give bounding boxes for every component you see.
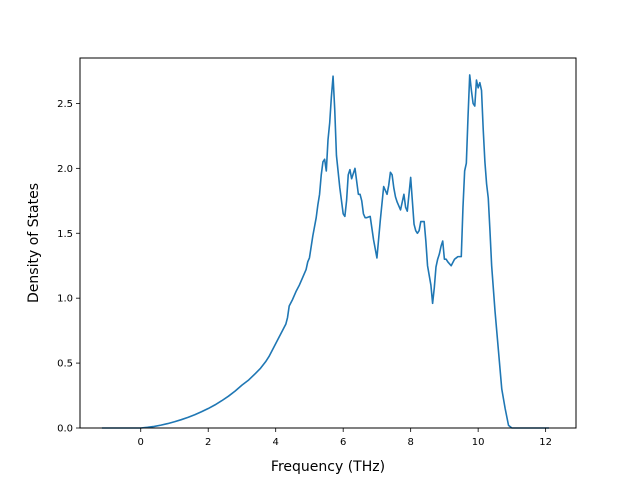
y-tick-label: 0.5 [57, 359, 73, 370]
y-tick-label: 2.5 [57, 99, 73, 110]
x-tick-label: 10 [472, 437, 485, 448]
x-tick-label: 0 [138, 437, 144, 448]
y-axis-label: Density of States [26, 183, 42, 303]
y-axis-ticks: 0.0 0.5 1.0 1.5 2.0 2.5 [57, 99, 80, 435]
x-tick-label: 6 [340, 437, 346, 448]
plot-area [101, 74, 550, 429]
y-tick-label: 2.0 [57, 164, 73, 175]
axes-frame [79, 57, 577, 429]
x-tick-label: 8 [407, 437, 413, 448]
x-axis-label: Frequency (THz) [271, 459, 385, 475]
x-axis-ticks: 0 2 4 6 8 10 12 [138, 428, 552, 448]
y-tick-label: 1.0 [57, 294, 73, 305]
y-tick-label: 1.5 [57, 229, 73, 240]
y-tick-label: 0.0 [57, 424, 73, 435]
x-tick-label: 4 [273, 437, 279, 448]
x-tick-label: 12 [539, 437, 552, 448]
dos-series-line [101, 74, 550, 429]
x-tick-label: 2 [205, 437, 211, 448]
